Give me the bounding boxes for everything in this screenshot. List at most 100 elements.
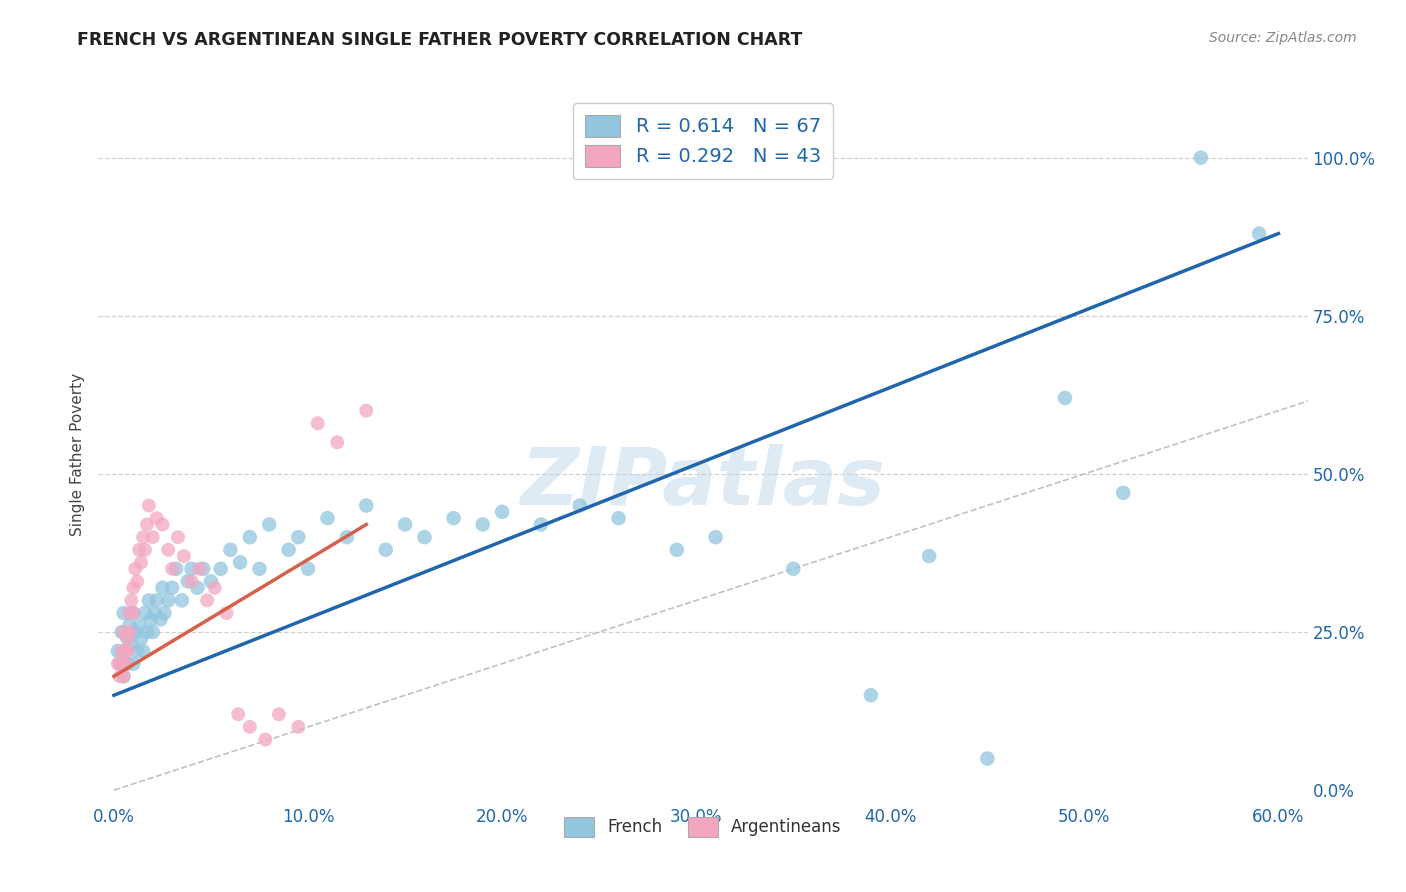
Point — [112, 606, 135, 620]
Point — [254, 732, 277, 747]
Point — [136, 517, 159, 532]
Point — [193, 562, 215, 576]
Point — [139, 612, 162, 626]
Point — [180, 562, 202, 576]
Point — [152, 581, 174, 595]
Point — [186, 581, 208, 595]
Point — [374, 542, 396, 557]
Point — [114, 644, 136, 658]
Point — [124, 625, 146, 640]
Point — [180, 574, 202, 589]
Point — [1053, 391, 1076, 405]
Y-axis label: Single Father Poverty: Single Father Poverty — [70, 374, 86, 536]
Text: ZIPatlas: ZIPatlas — [520, 443, 886, 522]
Point — [1112, 486, 1135, 500]
Point — [142, 530, 165, 544]
Text: Source: ZipAtlas.com: Source: ZipAtlas.com — [1209, 31, 1357, 45]
Point — [530, 517, 553, 532]
Point — [249, 562, 271, 576]
Point — [118, 606, 141, 620]
Point — [167, 530, 190, 544]
Point — [297, 562, 319, 576]
Point — [976, 751, 998, 765]
Point — [215, 606, 238, 620]
Point — [127, 574, 149, 589]
Point — [568, 499, 591, 513]
Point — [287, 720, 309, 734]
Point — [918, 549, 941, 563]
Point — [354, 499, 377, 513]
Point — [145, 511, 167, 525]
Point — [257, 517, 280, 532]
Point — [267, 707, 290, 722]
Point — [111, 657, 134, 671]
Point — [120, 638, 142, 652]
Point — [336, 530, 359, 544]
Point — [152, 517, 174, 532]
Point — [200, 574, 222, 589]
Point — [117, 644, 139, 658]
Point — [195, 593, 218, 607]
Point — [229, 556, 252, 570]
Point — [443, 511, 465, 525]
Point — [173, 549, 195, 563]
Point — [165, 562, 187, 576]
Point — [122, 581, 145, 595]
Point — [129, 556, 152, 570]
Text: FRENCH VS ARGENTINEAN SINGLE FATHER POVERTY CORRELATION CHART: FRENCH VS ARGENTINEAN SINGLE FATHER POVE… — [77, 31, 803, 49]
Point — [239, 530, 262, 544]
Point — [219, 542, 242, 557]
Point — [665, 542, 688, 557]
Point — [136, 625, 159, 640]
Point — [145, 593, 167, 607]
Point — [108, 657, 131, 671]
Point — [160, 562, 183, 576]
Point — [124, 562, 146, 576]
Point — [607, 511, 630, 525]
Point — [239, 720, 262, 734]
Point — [107, 644, 129, 658]
Point — [153, 606, 176, 620]
Point — [704, 530, 727, 544]
Point — [107, 657, 129, 671]
Point — [209, 562, 232, 576]
Point — [149, 612, 172, 626]
Point — [117, 632, 139, 646]
Point — [277, 542, 299, 557]
Point — [170, 593, 193, 607]
Point — [859, 688, 882, 702]
Point — [129, 632, 152, 646]
Point — [112, 625, 135, 640]
Point — [118, 618, 141, 632]
Point — [138, 499, 160, 513]
Point — [118, 625, 141, 640]
Point — [114, 657, 136, 671]
Point — [127, 644, 149, 658]
Point — [111, 625, 134, 640]
Point — [160, 581, 183, 595]
Point — [128, 618, 150, 632]
Point — [138, 593, 160, 607]
Point — [782, 562, 804, 576]
Point — [122, 606, 145, 620]
Point — [1189, 151, 1212, 165]
Point — [413, 530, 436, 544]
Point — [142, 625, 165, 640]
Point — [188, 562, 211, 576]
Point — [112, 669, 135, 683]
Legend: French, Argentineans: French, Argentineans — [558, 811, 848, 843]
Point — [316, 511, 339, 525]
Point — [114, 644, 136, 658]
Point — [226, 707, 249, 722]
Point — [128, 542, 150, 557]
Point — [117, 632, 139, 646]
Point — [354, 403, 377, 417]
Point — [112, 669, 135, 683]
Point — [108, 669, 131, 683]
Point — [157, 542, 180, 557]
Point — [1247, 227, 1270, 241]
Point — [122, 606, 145, 620]
Point — [204, 581, 226, 595]
Point — [111, 644, 134, 658]
Point — [157, 593, 180, 607]
